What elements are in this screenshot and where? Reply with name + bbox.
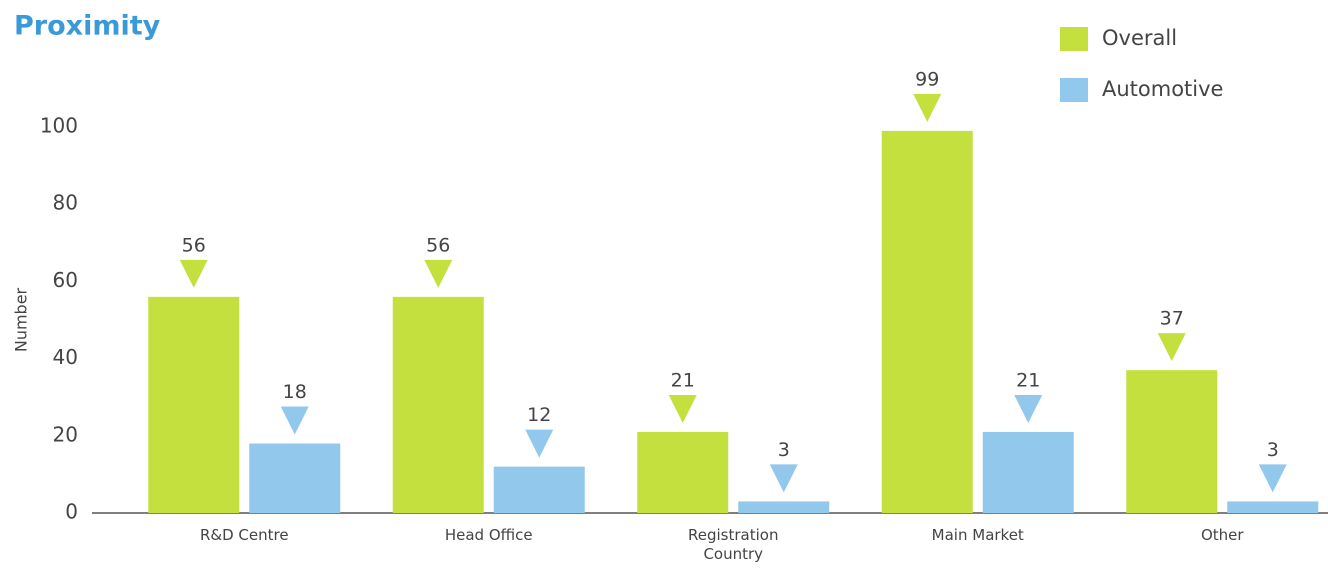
x-tick-label: R&D Centre: [199, 526, 289, 544]
value-marker: [1014, 394, 1043, 423]
y-tick-label: 20: [53, 422, 78, 446]
value-label: 12: [527, 404, 551, 426]
legend-swatch: [1060, 78, 1088, 102]
value-marker: [424, 259, 453, 288]
x-tick-label: Registration Country: [688, 526, 779, 563]
value-label: 3: [778, 439, 790, 461]
value-label: 37: [1160, 308, 1184, 330]
bar: [982, 431, 1074, 513]
bar: [493, 466, 585, 513]
legend-label: Overall: [1102, 26, 1177, 50]
value-marker: [525, 429, 554, 458]
y-tick-label: 0: [65, 500, 78, 524]
y-tick-label: 100: [40, 114, 78, 138]
bar: [1126, 370, 1218, 513]
value-label: 56: [426, 234, 450, 256]
value-marker: [913, 93, 942, 122]
bar: [738, 501, 830, 513]
y-tick-label: 80: [53, 191, 78, 215]
x-tick-label: Other: [1200, 526, 1244, 544]
value-marker: [1157, 333, 1186, 362]
value-label: 3: [1267, 439, 1279, 461]
y-axis-label: Number: [12, 287, 31, 352]
value-marker: [1258, 464, 1287, 493]
value-label: 56: [182, 234, 206, 256]
bar: [1227, 501, 1319, 513]
chart-title: Proximity: [14, 11, 161, 42]
value-marker: [769, 464, 798, 493]
bar: [392, 296, 484, 513]
value-label: 21: [671, 369, 695, 391]
bar: [249, 443, 341, 513]
legend-swatch: [1060, 27, 1088, 51]
value-label: 99: [915, 68, 939, 90]
value-label: 18: [283, 381, 307, 403]
value-label: 21: [1016, 369, 1040, 391]
value-marker: [179, 259, 208, 288]
legend-label: Automotive: [1102, 77, 1223, 101]
bar: [148, 296, 240, 513]
x-tick-label: Head Office: [444, 526, 533, 544]
y-tick-label: 40: [53, 345, 78, 369]
value-marker: [280, 406, 309, 435]
bar: [637, 431, 729, 513]
y-tick-label: 60: [53, 268, 78, 292]
bar: [881, 130, 973, 514]
value-marker: [668, 394, 697, 423]
x-tick-label: Main Market: [931, 526, 1024, 544]
